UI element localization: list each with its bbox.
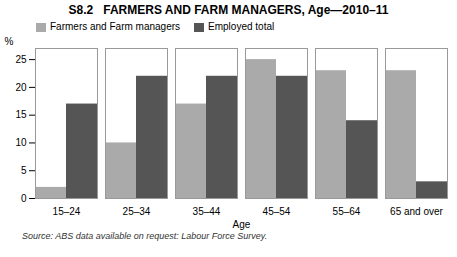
html-text:Source: ABS data available on: Source: ABS data available on request: L… — [22, 231, 268, 241]
html-text:S8.2 FARMERS AND FARM MANAGERS: S8.2 FARMERS AND FARM MANAGERS, Age—2010… — [68, 3, 389, 17]
svg-text:10: 10 — [15, 137, 27, 148]
svg-text:Age: Age — [233, 219, 251, 230]
svg-text:35–44: 35–44 — [193, 206, 221, 217]
svg-text:65 and over: 65 and over — [390, 206, 443, 217]
html-text:Employed total: Employed total — [208, 21, 275, 32]
svg-text:0: 0 — [21, 193, 27, 204]
svg-text:%: % — [5, 36, 14, 47]
html-text:Farmers and Farm managers: Farmers and Farm managers — [50, 21, 180, 32]
svg-text:55–64: 55–64 — [333, 206, 361, 217]
svg-text:15: 15 — [15, 109, 27, 120]
svg-text:15–24: 15–24 — [53, 206, 81, 217]
svg-text:45–54: 45–54 — [263, 206, 291, 217]
svg-text:25–34: 25–34 — [123, 206, 151, 217]
svg-text:25: 25 — [15, 54, 27, 65]
svg-text:5: 5 — [21, 165, 27, 176]
svg-text:20: 20 — [15, 82, 27, 93]
